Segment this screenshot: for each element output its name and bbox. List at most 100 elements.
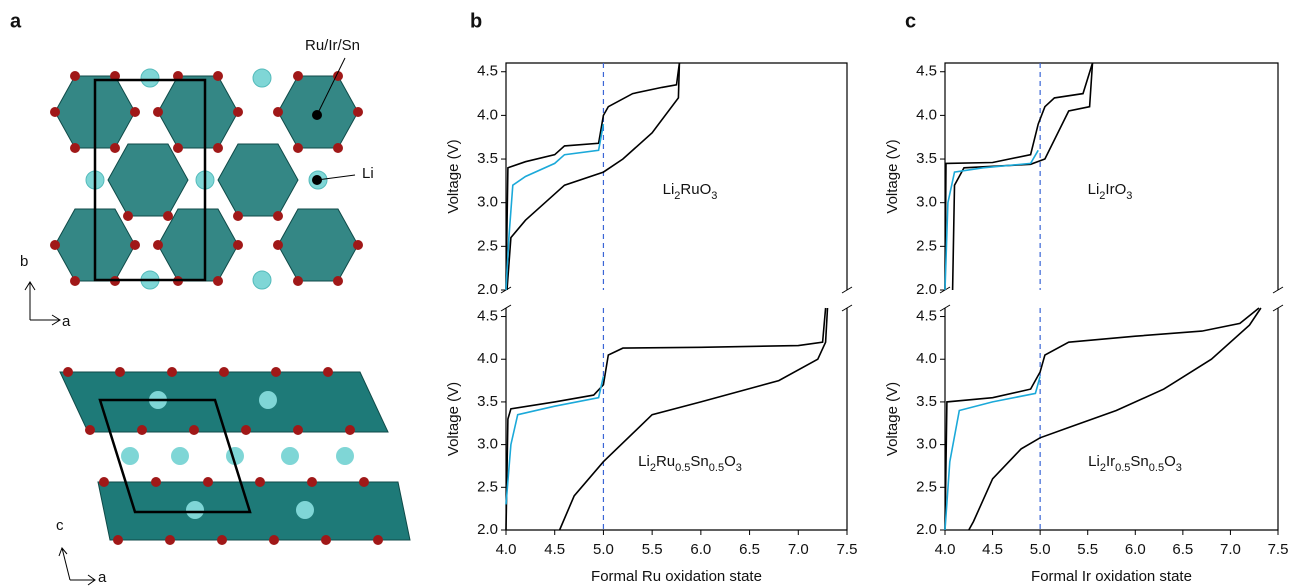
axes-icon [24, 281, 96, 586]
data-line [944, 62, 1094, 291]
axis-frame [505, 308, 848, 531]
formula-part: Li [663, 181, 675, 198]
axis-frame [944, 308, 1279, 531]
atom-label: Ru/Ir/Sn [305, 37, 360, 54]
y-tick-label: 3.0 [916, 436, 937, 453]
axis-letter: b [20, 253, 28, 270]
y-axis-label: Voltage (V) [884, 382, 901, 456]
formula-part: 2 [1100, 462, 1106, 474]
y-tick-label: 4.0 [916, 350, 937, 367]
formula-part: 3 [736, 462, 742, 474]
formula-part: Sn [690, 453, 708, 470]
x-tick-label: 7.5 [1268, 541, 1289, 558]
axis-break [841, 286, 853, 294]
y-tick-label: 4.5 [916, 63, 937, 80]
y-tick-label: 4.5 [477, 308, 498, 325]
axis-break [1272, 304, 1284, 312]
formula-part: Ir [1106, 453, 1115, 470]
axis-frame [505, 62, 848, 290]
x-tick-label: 5.5 [1077, 541, 1098, 558]
x-tick-label: 5.0 [1030, 541, 1051, 558]
unit-cell [93, 78, 207, 282]
x-tick-label: 6.0 [1125, 541, 1146, 558]
x-tick-label: 6.0 [690, 541, 711, 558]
y-tick-label: 2.5 [477, 237, 498, 254]
axis-letter: a [98, 569, 107, 586]
x-tick-label: 7.5 [837, 541, 858, 558]
formula-part: O [1164, 453, 1176, 470]
formula-part: Li [638, 453, 650, 470]
data-line [944, 376, 1041, 531]
panel-label: c [905, 10, 916, 32]
data-line [506, 62, 681, 291]
formula-part: 2 [1099, 190, 1105, 202]
y-tick-label: 2.0 [477, 521, 498, 538]
axis-break [500, 304, 512, 312]
panel-label: a [10, 10, 22, 32]
y-tick-label: 2.0 [916, 521, 937, 538]
y-tick-label: 3.5 [916, 393, 937, 410]
formula-part: Li [1088, 453, 1100, 470]
formula-part: O [724, 453, 736, 470]
formula-part: 3 [711, 190, 717, 202]
data-line [558, 307, 829, 531]
y-tick-label: 3.0 [477, 194, 498, 211]
y-tick-label: 3.5 [916, 150, 937, 167]
panel-label: b [470, 10, 482, 32]
x-axis-label: Formal Ir oxidation state [1031, 568, 1192, 585]
axis-frame [944, 62, 1279, 290]
formula-part: Li [1088, 181, 1100, 198]
formula-part: 2 [650, 462, 656, 474]
structure-panel: a Ru/Ir/Sn Li [10, 10, 411, 586]
data-line [951, 62, 1094, 291]
x-tick-label: 7.0 [788, 541, 809, 558]
y-tick-label: 2.5 [916, 237, 937, 254]
x-tick-label: 4.5 [982, 541, 1003, 558]
y-axis-label: Voltage (V) [445, 382, 462, 456]
x-axis-label: Formal Ru oxidation state [591, 568, 762, 585]
x-tick-label: 5.5 [642, 541, 663, 558]
formula-part: IrO [1105, 181, 1126, 198]
formula-part: 0.5 [675, 462, 690, 474]
formula-part: 2 [674, 190, 680, 202]
compound-label: Li2RuO3 [663, 181, 718, 202]
formula-part: Ru [656, 453, 675, 470]
formula-part: 0.5 [709, 462, 724, 474]
formula-part: 0.5 [1115, 462, 1130, 474]
formula-part: RuO [680, 181, 711, 198]
y-tick-label: 2.0 [477, 281, 498, 298]
atom-label: Li [362, 165, 374, 182]
y-tick-label: 4.5 [916, 308, 937, 325]
y-tick-label: 4.0 [477, 106, 498, 123]
y-axis-label: Voltage (V) [445, 139, 462, 213]
axis-letter: c [56, 517, 64, 534]
data-line [505, 307, 827, 531]
data-line [944, 149, 1039, 291]
x-tick-label: 7.0 [1220, 541, 1241, 558]
data-line [505, 123, 605, 291]
y-tick-label: 2.5 [916, 478, 937, 495]
formula-part: 3 [1176, 462, 1182, 474]
y-tick-label: 2.0 [916, 281, 937, 298]
axis-break [939, 304, 951, 312]
formula-part: 0.5 [1149, 462, 1164, 474]
axis-break [841, 304, 853, 312]
data-line [968, 307, 1262, 531]
axis-letter: a [62, 313, 71, 330]
y-tick-label: 3.0 [916, 194, 937, 211]
o-atoms [50, 71, 363, 286]
y-tick-label: 2.5 [477, 478, 498, 495]
y-tick-label: 4.5 [477, 63, 498, 80]
x-tick-label: 4.0 [935, 541, 956, 558]
compound-label: Li2Ru0.5Sn0.5O3 [638, 453, 742, 474]
formula-part: Sn [1130, 453, 1148, 470]
x-tick-label: 4.0 [496, 541, 517, 558]
y-tick-label: 3.5 [477, 150, 498, 167]
data-line [944, 307, 1260, 531]
x-tick-label: 5.0 [593, 541, 614, 558]
y-tick-label: 4.0 [477, 350, 498, 367]
data-line [505, 376, 605, 505]
x-tick-label: 6.5 [1172, 541, 1193, 558]
formula-part: 3 [1126, 190, 1132, 202]
